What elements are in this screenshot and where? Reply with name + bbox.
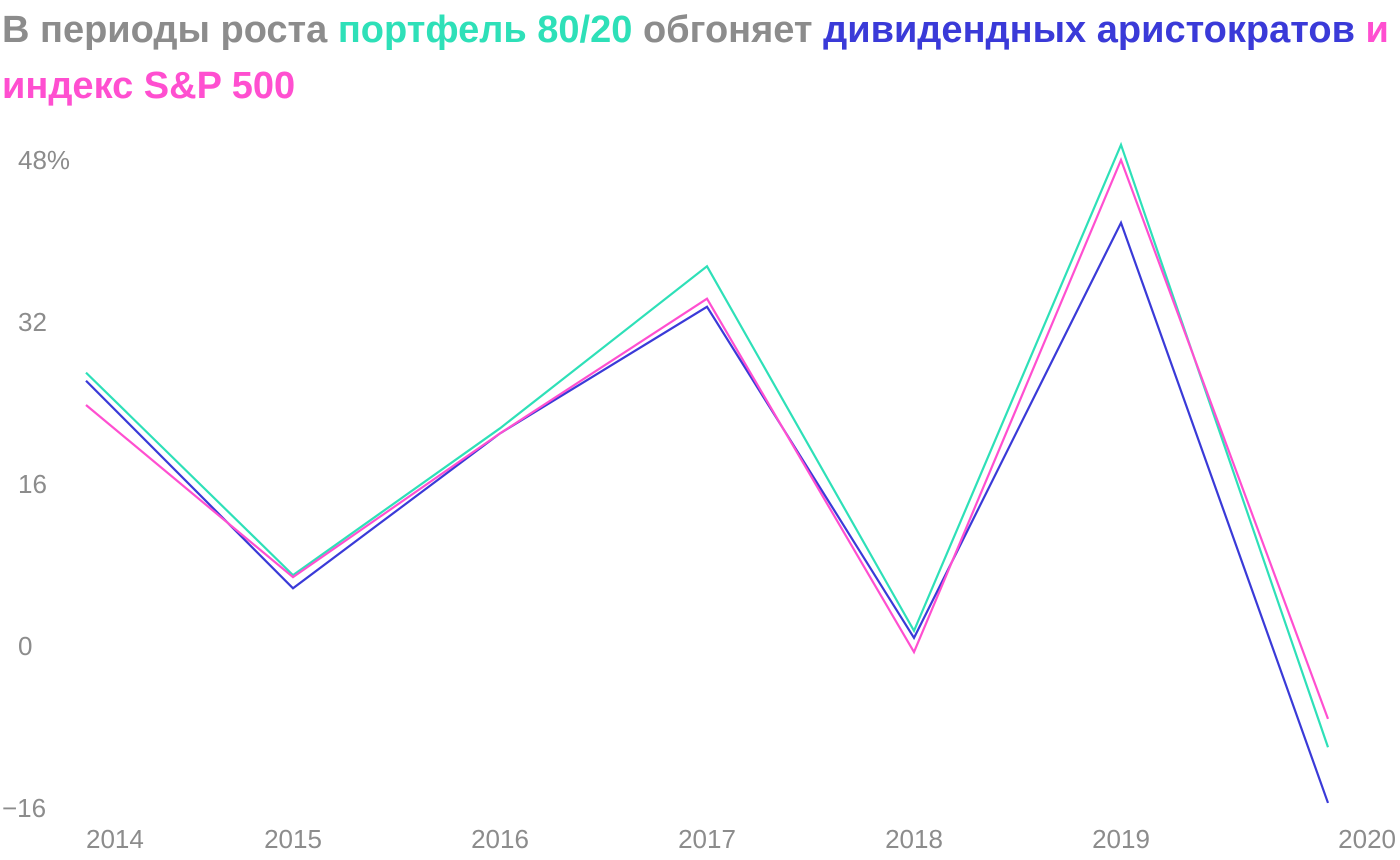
series-line-1 (85, 141, 1330, 748)
title-sp500-part: и индекс S&P 500 (2, 9, 1389, 107)
y-tick-label: 32 (18, 307, 47, 337)
title-aristocrats-part: дивидендных аристократов (823, 9, 1355, 51)
chart-title: В периоды роста портфель 80/20 обгоняет … (2, 2, 1392, 114)
x-tick-label: 2016 (471, 824, 529, 854)
title-gray-part-2: обгоняет (632, 9, 824, 51)
x-tick-label: 2020 (1338, 824, 1396, 854)
x-tick-label: 2019 (1092, 824, 1150, 854)
y-axis: 48% 32 16 0 −16 (2, 145, 70, 823)
x-tick-label: 2018 (885, 824, 943, 854)
x-axis: 2014 2015 2016 2017 2018 2019 2020 (86, 824, 1396, 854)
series-line-2 (85, 219, 1330, 804)
title-portfolio-part: портфель 80/20 (337, 9, 633, 51)
x-tick-label: 2015 (264, 824, 322, 854)
y-tick-label: 48% (18, 145, 70, 175)
y-tick-label: 0 (18, 631, 32, 661)
x-tick-label: 2014 (86, 824, 144, 854)
y-tick-label: −16 (2, 793, 46, 823)
series-lines (85, 141, 1330, 804)
y-tick-label: 16 (18, 469, 47, 499)
x-tick-label: 2017 (678, 824, 736, 854)
series-line-3 (85, 157, 1330, 720)
title-gray-part: В периоды роста (2, 9, 338, 51)
